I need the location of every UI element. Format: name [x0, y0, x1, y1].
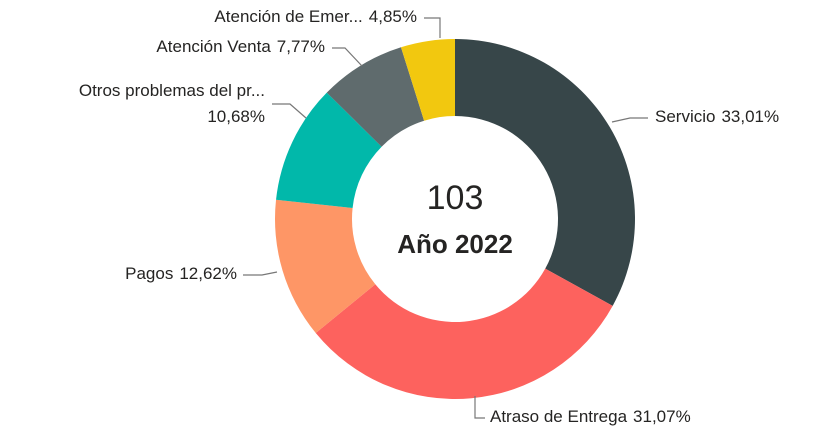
slice	[455, 39, 635, 306]
data-label: Atención Venta 7,77%	[156, 37, 325, 56]
value-label: 31,07%	[633, 407, 691, 426]
data-label: Servicio 33,01%	[655, 107, 779, 126]
category-label: Pagos	[125, 264, 173, 283]
leader-line	[332, 47, 363, 67]
center-label: Año 2022	[397, 229, 513, 259]
value-label: 7,77%	[277, 37, 325, 56]
center-value: 103	[427, 179, 484, 217]
value-label: 12,62%	[179, 264, 237, 283]
category-label: Otros problemas del pr...	[79, 81, 265, 100]
category-label: Atraso de Entrega	[490, 407, 628, 426]
value-label: 10,68%	[207, 107, 265, 126]
data-label: Atraso de Entrega 31,07%	[490, 407, 691, 426]
data-label: Atención de Emer... 4,85%	[214, 7, 417, 26]
leader-line	[424, 17, 441, 38]
leader-line	[474, 396, 485, 419]
slice	[326, 47, 425, 147]
category-label: Atención Venta	[156, 37, 271, 56]
slice	[315, 268, 613, 400]
leader-line	[611, 117, 648, 123]
slice	[276, 92, 382, 209]
leader-line	[272, 103, 307, 119]
category-label: Atención de Emer...	[214, 7, 362, 26]
slice	[275, 199, 376, 334]
category-label: Servicio	[655, 107, 715, 126]
slice	[400, 39, 455, 121]
slices	[275, 39, 635, 400]
leader-line	[243, 271, 278, 276]
value-label: 4,85%	[369, 7, 417, 26]
value-label: 33,01%	[721, 107, 779, 126]
data-label: Pagos 12,62%	[125, 264, 237, 283]
data-label: Otros problemas del pr... 10,68%	[79, 81, 265, 126]
